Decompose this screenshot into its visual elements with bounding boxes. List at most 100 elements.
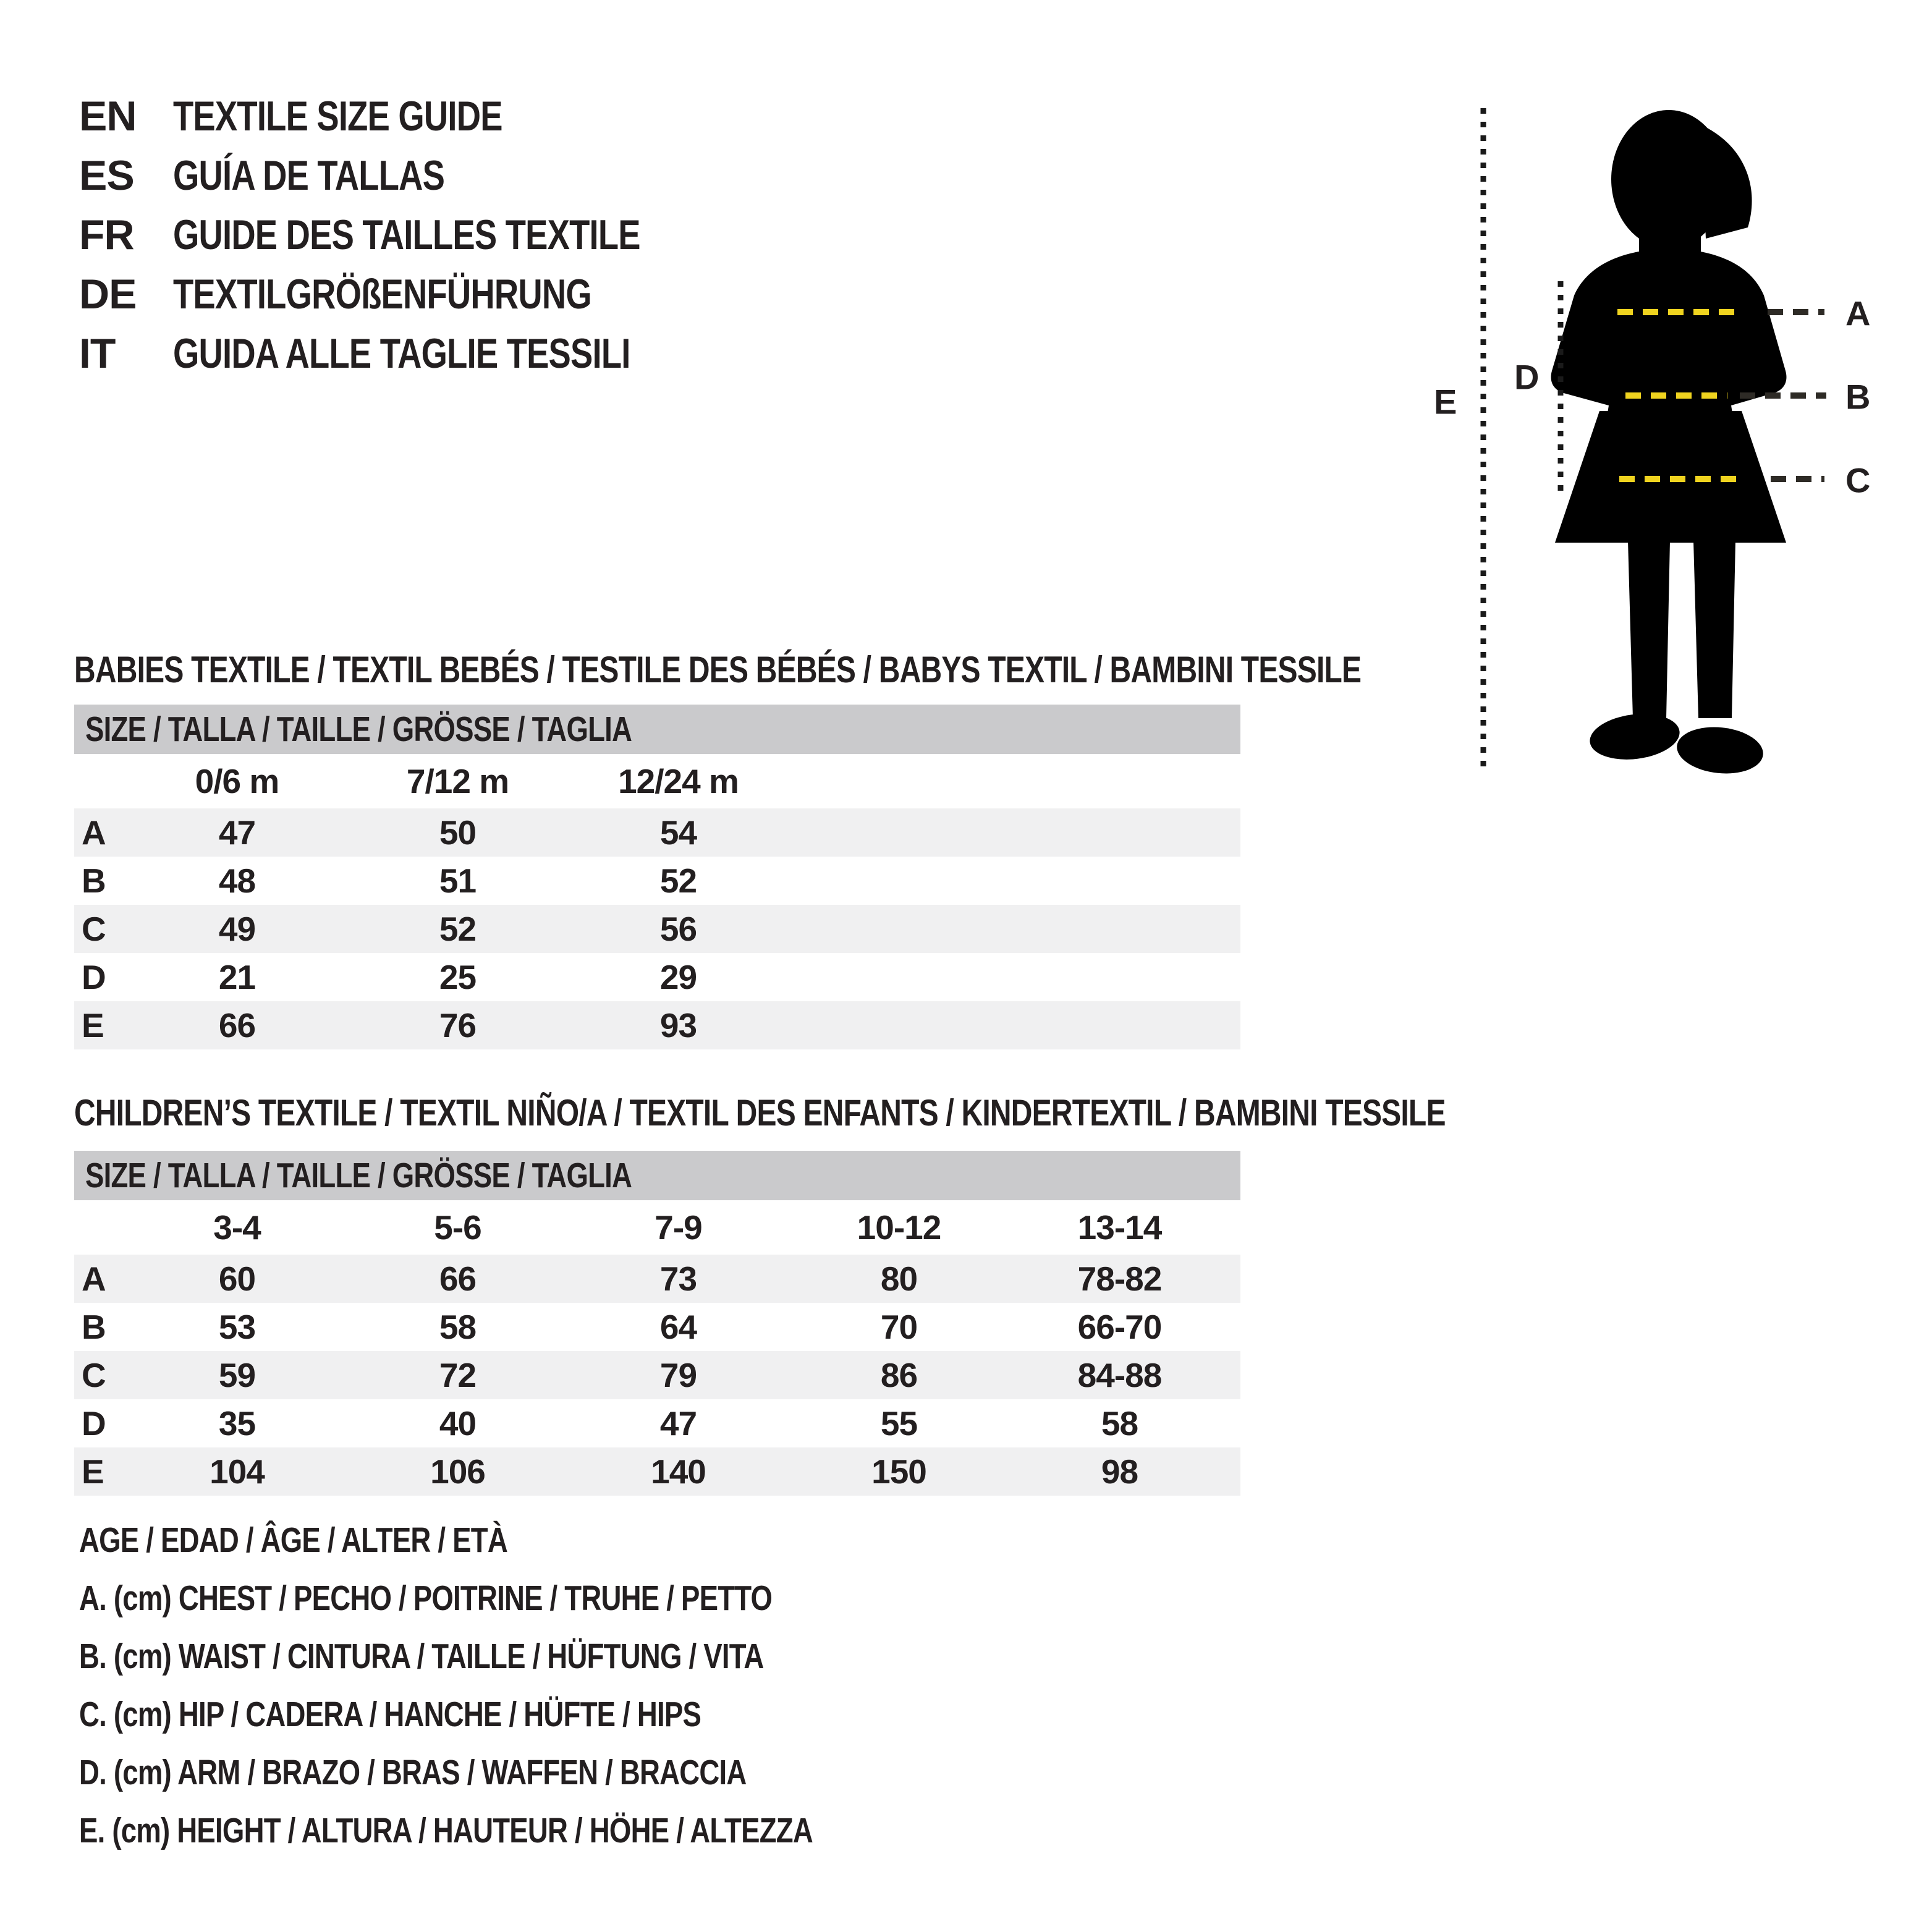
- measurement-diagram: A B C D E: [1434, 108, 1870, 774]
- value-cell: 98: [1101, 1452, 1138, 1491]
- language-code: EN: [79, 93, 137, 140]
- legend-line: AGE / EDAD / ÂGE / ALTER / ETÀ: [79, 1511, 996, 1569]
- row-label-cell: A: [82, 813, 106, 852]
- size-header-text: SIZE / TALLA / TAILLE / GRÖSSE / TAGLIA: [85, 710, 632, 749]
- value-cell: 48: [218, 862, 256, 900]
- row-label-cell: A: [82, 1260, 106, 1298]
- children-size-table: SIZE / TALLA / TAILLE / GRÖSSE / TAGLIA …: [74, 1151, 1240, 1496]
- column-header-cell: 12/24 m: [618, 762, 739, 800]
- row-label-cell: C: [82, 1356, 106, 1394]
- value-cell: 70: [880, 1308, 918, 1346]
- column-header-cell: 0/6 m: [195, 762, 280, 800]
- value-cell: 25: [439, 958, 477, 996]
- language-row: IT GUIDA ALLE TAGLIE TESSILI: [79, 324, 757, 383]
- value-cell: 78-82: [1077, 1260, 1163, 1298]
- column-header-row: 0/6 m 7/12 m 12/24 m: [74, 754, 1240, 808]
- value-cell: 29: [659, 958, 697, 996]
- column-header-cell: 7/12 m: [406, 762, 509, 800]
- table-body: A 60 66 73 80 78-82 B 53 58 64 70 66-70 C 59 72 79 86 84-…: [74, 1255, 1240, 1496]
- legend-line-text: C. (cm) HIP / CADERA / HANCHE / HÜFTE / …: [79, 1695, 701, 1734]
- value-cell: 47: [659, 1404, 697, 1443]
- measure-label-a: A: [1845, 294, 1870, 333]
- hair-flick: [1701, 125, 1752, 239]
- value-cell: 50: [439, 813, 477, 852]
- measure-label-d: D: [1514, 358, 1539, 397]
- legend-line: D. (cm) ARM / BRAZO / BRAS / WAFFEN / BR…: [79, 1743, 996, 1802]
- value-cell: 49: [218, 910, 256, 948]
- value-cell: 76: [439, 1006, 477, 1044]
- value-cell: 72: [439, 1356, 477, 1394]
- language-row: FR GUIDE DES TAILLES TEXTILE: [79, 205, 757, 265]
- language-code: DE: [79, 271, 137, 318]
- language-title-list: EN TEXTILE SIZE GUIDE ES GUÍA DE TALLAS FR GU…: [79, 87, 757, 383]
- value-cell: 52: [659, 862, 697, 900]
- language-title: GUIDE DES TAILLES TEXTILE: [173, 211, 641, 258]
- table-row: A 60 66 73 80 78-82: [74, 1255, 1240, 1303]
- table-row: B 48 51 52: [74, 857, 1240, 905]
- column-header-cell: 10-12: [857, 1208, 942, 1247]
- column-header-cell: 13-14: [1077, 1208, 1163, 1247]
- legend-line: C. (cm) HIP / CADERA / HANCHE / HÜFTE / …: [79, 1685, 996, 1743]
- table-row: C 49 52 56: [74, 905, 1240, 953]
- legend-line: A. (cm) CHEST / PECHO / POITRINE / TRUHE…: [79, 1569, 996, 1627]
- column-header-row: 3-4 5-6 7-9 10-12 13-14: [74, 1200, 1240, 1255]
- table-row: E 104 106 140 150 98: [74, 1447, 1240, 1496]
- children-section-title-text: CHILDREN’S TEXTILE / TEXTIL NIÑO/A / TEX…: [74, 1091, 1446, 1133]
- value-cell: 66: [439, 1260, 477, 1298]
- babies-section-title-text: BABIES TEXTILE / TEXTIL BEBÉS / TESTILE …: [74, 648, 1362, 690]
- legend-line-text: B. (cm) WAIST / CINTURA / TAILLE / HÜFTU…: [79, 1637, 764, 1676]
- language-row: DE TEXTILGRÖßENFÜHRUNG: [79, 265, 757, 324]
- table-body: A 47 50 54 B 48 51 52 C 49 52 56 D 21 25 29 E 66 76 93: [74, 808, 1240, 1049]
- value-cell: 54: [659, 813, 697, 852]
- legend-line-text: D. (cm) ARM / BRAZO / BRAS / WAFFEN / BR…: [79, 1753, 747, 1792]
- table-row: C 59 72 79 86 84-88: [74, 1351, 1240, 1399]
- table-row: D 21 25 29: [74, 953, 1240, 1001]
- language-title: GUÍA DE TALLAS: [173, 152, 445, 199]
- value-cell: 60: [218, 1260, 256, 1298]
- value-cell: 140: [651, 1452, 706, 1491]
- language-code: IT: [79, 330, 116, 377]
- language-title: TEXTILGRÖßENFÜHRUNG: [173, 271, 592, 318]
- child-silhouette: [1551, 110, 1787, 774]
- value-cell: 40: [439, 1404, 477, 1443]
- value-cell: 35: [218, 1404, 256, 1443]
- column-header-cell: 3-4: [213, 1208, 261, 1247]
- legend-line-text: A. (cm) CHEST / PECHO / POITRINE / TRUHE…: [79, 1578, 773, 1618]
- value-cell: 21: [218, 958, 256, 996]
- language-title: GUIDA ALLE TAGLIE TESSILI: [173, 330, 630, 377]
- value-cell: 55: [880, 1404, 918, 1443]
- column-header-cell: 7-9: [655, 1208, 703, 1247]
- column-header-cell: 5-6: [434, 1208, 482, 1247]
- table-row: D 35 40 47 55 58: [74, 1399, 1240, 1447]
- measurement-legend: AGE / EDAD / ÂGE / ALTER / ETÀ A. (cm) CH…: [79, 1511, 996, 1860]
- value-cell: 51: [439, 862, 477, 900]
- row-label-cell: D: [82, 1404, 106, 1443]
- language-row: EN TEXTILE SIZE GUIDE: [79, 87, 757, 146]
- table-row: A 47 50 54: [74, 808, 1240, 857]
- value-cell: 104: [210, 1452, 265, 1491]
- value-cell: 86: [880, 1356, 918, 1394]
- value-cell: 58: [1101, 1404, 1138, 1443]
- babies-size-table: SIZE / TALLA / TAILLE / GRÖSSE / TAGLIA …: [74, 705, 1240, 1049]
- value-cell: 66: [218, 1006, 256, 1044]
- legend-line-text: E. (cm) HEIGHT / ALTURA / HAUTEUR / HÖHE…: [79, 1811, 813, 1850]
- value-cell: 47: [218, 813, 256, 852]
- row-label-cell: D: [82, 958, 106, 996]
- value-cell: 93: [659, 1006, 697, 1044]
- size-header-bar: SIZE / TALLA / TAILLE / GRÖSSE / TAGLIA: [74, 1151, 1240, 1200]
- value-cell: 84-88: [1077, 1356, 1163, 1394]
- value-cell: 53: [218, 1308, 256, 1346]
- language-code: FR: [79, 211, 135, 258]
- row-label-cell: B: [82, 1308, 106, 1346]
- row-label-cell: B: [82, 862, 106, 900]
- measure-label-c: C: [1845, 461, 1870, 500]
- value-cell: 66-70: [1077, 1308, 1163, 1346]
- measure-label-b: B: [1845, 378, 1870, 417]
- legend-line: E. (cm) HEIGHT / ALTURA / HAUTEUR / HÖHE…: [79, 1802, 996, 1860]
- value-cell: 150: [871, 1452, 927, 1491]
- children-section-title: CHILDREN’S TEXTILE / TEXTIL NIÑO/A / TEX…: [74, 1083, 1788, 1142]
- row-label-cell: E: [82, 1006, 104, 1044]
- value-cell: 79: [659, 1356, 697, 1394]
- value-cell: 73: [659, 1260, 697, 1298]
